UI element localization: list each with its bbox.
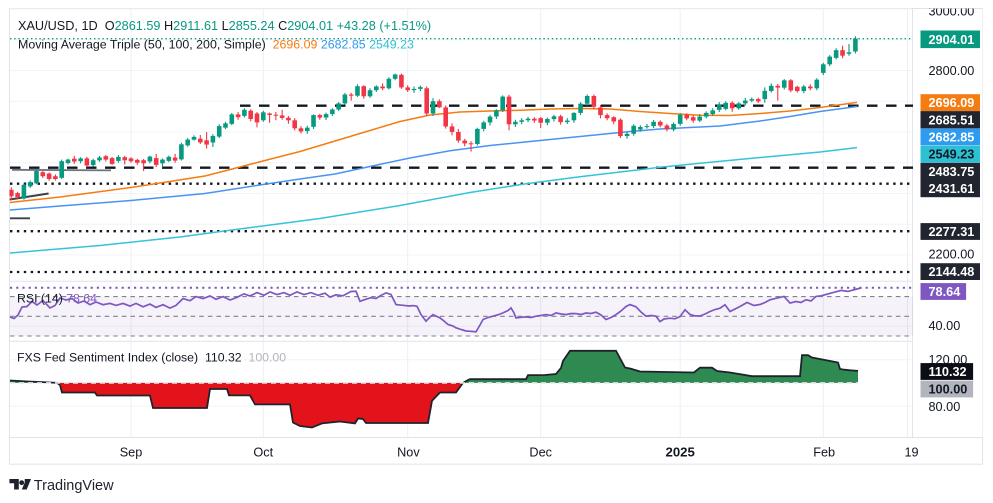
svg-text:2685.51: 2685.51 [929, 113, 975, 127]
svg-text:80.00: 80.00 [929, 400, 961, 414]
svg-text:2696.09: 2696.09 [929, 96, 975, 110]
svg-text:Dec: Dec [529, 445, 552, 459]
svg-text:2682.85: 2682.85 [929, 131, 975, 145]
svg-text:2025: 2025 [666, 444, 695, 459]
svg-text:2200.00: 2200.00 [929, 248, 975, 262]
svg-text:2431.61: 2431.61 [929, 182, 975, 196]
svg-text:2277.31: 2277.31 [929, 225, 975, 239]
svg-text:Sep: Sep [120, 445, 143, 459]
svg-text:2549.23: 2549.23 [929, 148, 975, 162]
svg-text:Oct: Oct [253, 445, 273, 459]
svg-text:78.64: 78.64 [929, 285, 961, 299]
svg-text:19: 19 [904, 445, 918, 459]
svg-text:40.00: 40.00 [929, 319, 961, 333]
svg-text:RSI (14) 78.64: RSI (14) 78.64 [17, 291, 97, 305]
svg-text:Feb: Feb [813, 445, 835, 459]
svg-text:110.32: 110.32 [929, 365, 967, 379]
svg-text:2800.00: 2800.00 [929, 64, 975, 78]
svg-text:2483.75: 2483.75 [929, 165, 975, 179]
svg-text:Nov: Nov [397, 445, 420, 459]
svg-text:TradingView: TradingView [34, 478, 114, 494]
svg-text:XAU/USD, 1D O2861.59 H2911.61: XAU/USD, 1D O2861.59 H2911.61 L2855.24 C… [18, 19, 431, 33]
svg-text:2904.01: 2904.01 [929, 33, 975, 47]
svg-text:100.00: 100.00 [929, 383, 968, 397]
svg-text:3000.00: 3000.00 [929, 5, 975, 19]
svg-text:FXS Fed Sentiment Index (close: FXS Fed Sentiment Index (close) 110.32 1… [17, 350, 286, 364]
svg-text:Moving Average Triple (50, 100: Moving Average Triple (50, 100, 200, Sim… [18, 38, 414, 52]
svg-text:2144.48: 2144.48 [929, 265, 975, 279]
